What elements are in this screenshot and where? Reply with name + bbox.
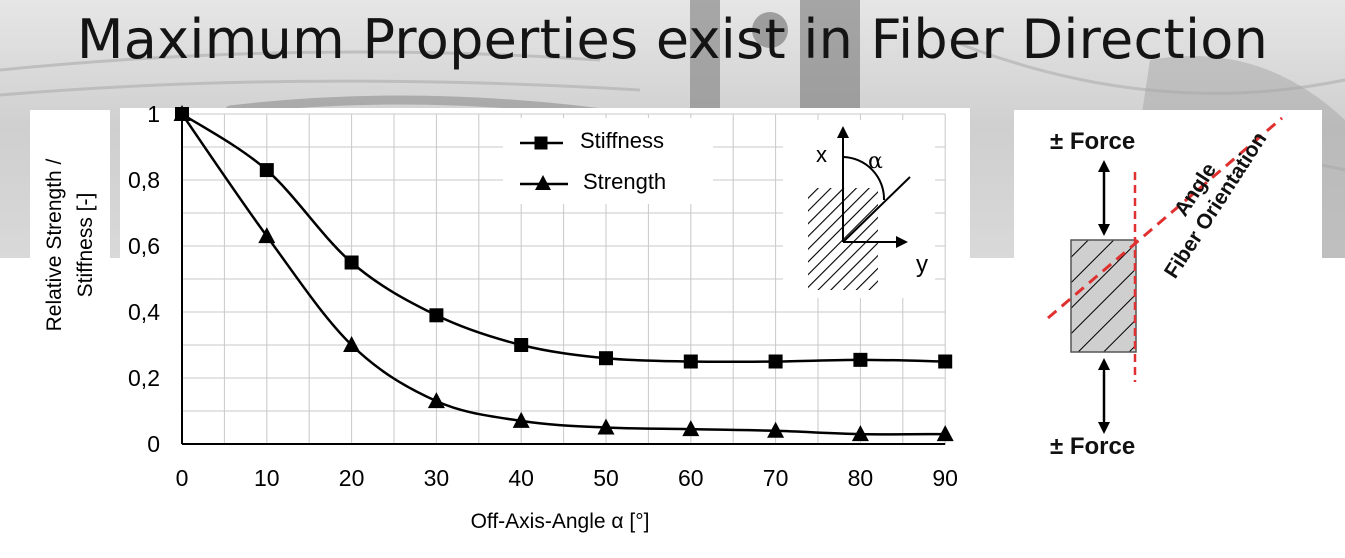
y-tick-label: 1 [147, 101, 160, 127]
x-tick-label: 80 [848, 465, 874, 491]
inset-angle-label: α [868, 149, 883, 174]
y-tick-label: 0,6 [128, 233, 160, 259]
x-tick-label: 40 [508, 465, 534, 491]
force-label-top: ± Force [1050, 128, 1136, 155]
data-point-stiffness [344, 255, 359, 270]
data-point-strength [258, 227, 276, 244]
bottom-force-arrowhead-down [1098, 422, 1110, 434]
bottom-force-arrowhead-up [1098, 358, 1110, 370]
data-point-strength [936, 425, 954, 442]
data-point-strength [767, 421, 785, 438]
legend-marker-strength [535, 175, 551, 190]
legend-label-strength: Strength [583, 169, 667, 194]
legend [503, 118, 713, 204]
series-line-stiffness [181, 112, 946, 364]
data-point-stiffness [514, 338, 529, 352]
data-point-strength [851, 425, 869, 442]
force-diagram [1047, 116, 1283, 434]
x-tick-label: 10 [254, 465, 280, 491]
inset-y-label: y [916, 251, 928, 278]
tick-labels: 0 10 20 30 40 50 60 70 80 90 0 0,2 0,4 0,6 0,8 1 [128, 101, 958, 491]
data-point-stiffness [429, 308, 444, 323]
angle-inset: x y α [783, 120, 935, 298]
data-point-strength [597, 418, 615, 435]
specimen-block [1070, 239, 1137, 353]
data-point-stiffness [259, 163, 274, 178]
series-line-strength [180, 113, 946, 436]
inset-angle-arc [842, 156, 886, 201]
data-point-stiffness [768, 354, 783, 369]
x-tick-label: 50 [593, 465, 619, 491]
fiber-orientation-line [1047, 116, 1283, 320]
x-tick-label: 90 [932, 465, 958, 491]
ylabel-background [30, 110, 110, 380]
data-point-stiffness [853, 352, 868, 367]
data-point-strength [427, 392, 445, 409]
y-tick-label: 0,8 [128, 167, 160, 193]
inset-x-arrowhead [837, 126, 849, 138]
top-force-arrowhead-down [1098, 224, 1110, 236]
data-point-stiffness [938, 354, 953, 369]
y-tick-label: 0,2 [128, 365, 160, 391]
x-tick-label: 0 [176, 465, 189, 491]
force-label-bottom: ± Force [1050, 433, 1136, 460]
data-point-strength [682, 420, 700, 437]
legend-label-stiffness: Stiffness [580, 128, 664, 153]
axes [181, 114, 946, 445]
x-tick-label: 70 [763, 465, 789, 491]
y-tick-label: 0,4 [128, 299, 160, 325]
x-tick-label: 30 [424, 465, 450, 491]
inset-fiber-line [842, 176, 911, 243]
data-point-stiffness [599, 351, 613, 366]
legend-marker-stiffness [534, 136, 548, 150]
data-point-stiffness [683, 354, 698, 369]
data-point-strength [173, 105, 191, 121]
y-tick-label: 0 [147, 431, 160, 457]
slide-title: Maximum Properties exist in Fiber Direct… [76, 8, 1269, 71]
data-point-strength [512, 411, 530, 428]
x-axis-label: Off-Axis-Angle α [°] [471, 510, 650, 533]
inset-x-label: x [816, 142, 827, 167]
force-diagram-panel [1014, 110, 1322, 490]
x-tick-label: 60 [678, 465, 704, 491]
top-force-arrowhead-up [1098, 160, 1110, 172]
x-tick-label: 20 [339, 465, 365, 491]
data-point-strength [343, 336, 361, 352]
inset-y-arrowhead [896, 236, 908, 248]
series [173, 105, 954, 442]
